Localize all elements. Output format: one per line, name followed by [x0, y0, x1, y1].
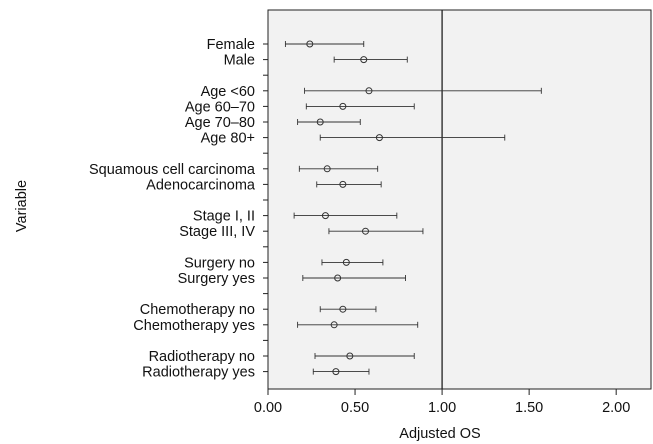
x-axis: 0.00 0.50 1.00 1.50 2.00	[254, 389, 630, 416]
plot-area	[267, 9, 652, 390]
x-tick-label: 2.00	[602, 400, 630, 416]
variable-label: Adenocarcinoma	[146, 177, 256, 193]
variable-label: Age 70–80	[185, 115, 255, 131]
variable-label: Age <60	[201, 84, 255, 100]
point-estimate	[361, 227, 369, 235]
variable-label: Stage III, IV	[179, 224, 255, 240]
point-estimate	[316, 118, 324, 126]
point-estimate	[330, 321, 338, 329]
variable-label: Surgery no	[184, 255, 255, 271]
variable-label: Chemotherapy no	[140, 302, 255, 318]
point-estimate	[339, 305, 347, 313]
x-tick-label: 1.50	[515, 400, 543, 416]
variable-label: Radiotherapy no	[149, 349, 255, 365]
confidence-intervals	[284, 41, 542, 375]
variable-label: Radiotherapy yes	[142, 365, 255, 381]
point-estimate	[306, 40, 314, 48]
y-tick-marks	[263, 43, 268, 373]
point-estimate	[346, 352, 354, 360]
point-estimate	[339, 180, 347, 188]
x-tick-label: 0.00	[254, 400, 282, 416]
x-axis-title: Adjusted OS	[399, 426, 480, 442]
point-estimate	[360, 56, 368, 64]
variable-label: Chemotherapy yes	[133, 318, 255, 334]
variable-label: Age 80+	[201, 131, 255, 147]
point-estimate	[375, 134, 383, 142]
point-estimates	[306, 40, 383, 376]
point-estimate	[342, 258, 350, 266]
point-estimate	[323, 165, 331, 173]
variable-label: Male	[224, 53, 255, 69]
point-estimate	[365, 87, 373, 95]
variable-label: Squamous cell carcinoma	[89, 162, 256, 178]
point-estimate	[321, 212, 329, 220]
x-tick-label: 0.50	[341, 400, 369, 416]
x-tick-label: 1.00	[428, 400, 456, 416]
point-estimate	[339, 102, 347, 110]
y-axis-title: Variable	[14, 180, 30, 232]
variable-label: Female	[207, 37, 255, 53]
variable-label: Surgery yes	[178, 271, 255, 287]
variable-label: Stage I, II	[193, 209, 255, 225]
variable-label: Age 60–70	[185, 99, 255, 115]
point-estimate	[334, 274, 342, 282]
point-estimate	[332, 368, 340, 376]
